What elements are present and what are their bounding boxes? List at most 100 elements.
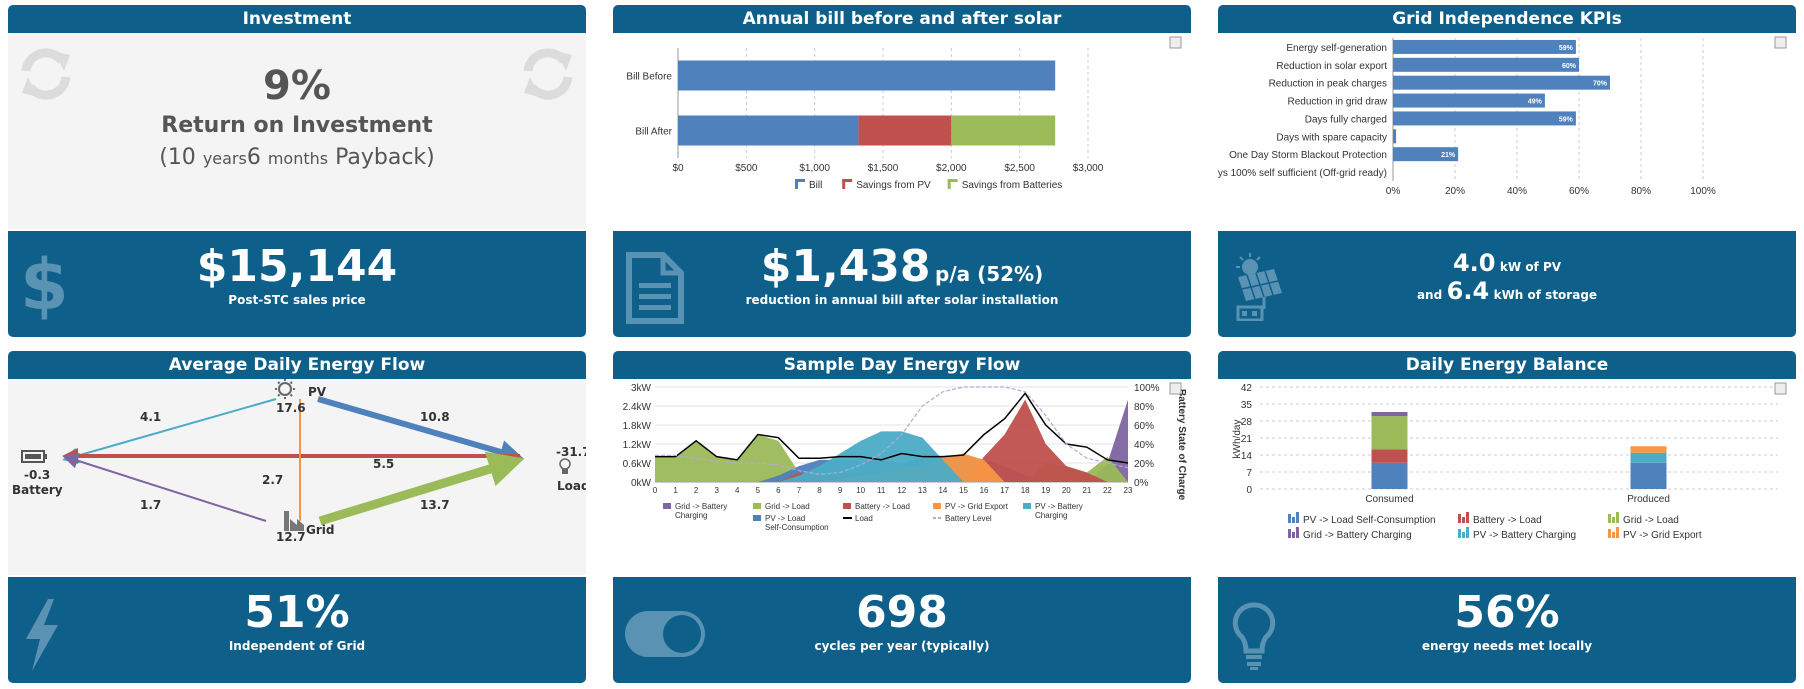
category-label: Produced xyxy=(1627,494,1670,505)
annual-bill-chart-area: $0 $500 $1,000 $1,500 $2,000 $2,500 $3,000 Bill… xyxy=(613,33,1191,229)
legend-label[interactable]: Savings from Batteries xyxy=(962,180,1063,191)
lightning-icon xyxy=(26,599,58,671)
area-series xyxy=(655,399,1128,482)
load-line xyxy=(655,392,1129,464)
x-tick-label: 8 xyxy=(817,486,822,495)
pv-node-value: 17.6 xyxy=(276,401,306,415)
daily-balance-chart: 0 7 14 21 28 35 42 Consumed Produced PV -> Load … xyxy=(1232,382,1787,541)
export-icon[interactable] xyxy=(1774,36,1787,49)
x-tick-label: 23 xyxy=(1124,486,1133,495)
category-label: Bill After xyxy=(635,127,672,138)
flow-grid-battery xyxy=(62,453,267,522)
legend-label[interactable]: PV -> Load Self-Consumption xyxy=(765,514,829,532)
flow-label-pv-load: 10.8 xyxy=(420,410,450,424)
legend-swatch xyxy=(1608,529,1611,538)
legend-label[interactable]: Battery -> Load xyxy=(855,502,910,511)
document-icon xyxy=(626,252,684,324)
x-tick-label: 15 xyxy=(959,486,968,495)
bar-segment xyxy=(1371,449,1408,463)
x-tick-label: 80% xyxy=(1631,186,1651,197)
legend-label[interactable]: Bill xyxy=(809,180,822,191)
sample-day-chart-area: 0kW 0.6kW 1.2kW 1.8kW 2.4kW 3kW 0% 20% 40% 60% 80%… xyxy=(613,379,1191,575)
y-tick-label: 14 xyxy=(1241,451,1253,462)
x-tick-label: 40% xyxy=(1507,186,1527,197)
x-tick-label: 13 xyxy=(918,486,927,495)
independent-label: Independent of Grid xyxy=(228,639,366,653)
grid-kpis-footer: 4.0 kW of PV and 6.4 kWh of storage xyxy=(1218,231,1796,337)
factory-icon xyxy=(284,511,304,531)
y-tick-label: 0.6kW xyxy=(623,459,652,470)
x-tick-label: 20 xyxy=(1062,486,1071,495)
annual-bill-chart: $0 $500 $1,000 $1,500 $2,000 $2,500 $3,000 Bill… xyxy=(626,36,1182,191)
grid-node-label: Grid xyxy=(306,523,335,537)
x-tick-label: 3 xyxy=(714,486,719,495)
legend-label[interactable]: PV -> Grid Export xyxy=(945,502,1009,511)
export-icon[interactable] xyxy=(1774,382,1787,395)
storage-value: 6.4 xyxy=(1446,277,1490,305)
legend-label[interactable]: Savings from PV xyxy=(856,180,931,191)
legend-label[interactable]: Load xyxy=(855,514,873,523)
x-tick-label: 10 xyxy=(856,486,865,495)
bar-segment xyxy=(678,115,859,146)
flow-pv-load xyxy=(317,396,524,464)
area-series xyxy=(655,434,1128,482)
legend-label[interactable]: Battery Level xyxy=(945,514,992,523)
daily-balance-panel: Daily Energy Balance 0 7 14 21 28 35 42 Consume… xyxy=(1218,351,1796,683)
legend-label[interactable]: PV -> Load Self-Consumption xyxy=(1303,515,1436,526)
x-tick-label: 20% xyxy=(1445,186,1465,197)
legend-label[interactable]: Grid -> Load xyxy=(765,502,810,511)
legend-swatch xyxy=(933,503,941,509)
legend-label[interactable]: Grid -> Battery Charging xyxy=(1303,530,1412,541)
independent-value: 51% xyxy=(244,587,350,638)
legend-swatch xyxy=(1612,517,1615,523)
x-tick-label: 21 xyxy=(1082,486,1091,495)
x-tick-label: 0 xyxy=(653,486,658,495)
export-icon[interactable] xyxy=(1169,382,1182,395)
legend-swatch xyxy=(1466,512,1469,523)
legend-swatch xyxy=(1292,532,1295,538)
y2-tick-label: 20% xyxy=(1134,459,1154,470)
legend-swatch xyxy=(1608,514,1611,523)
y-axis-title: kWh/day xyxy=(1232,420,1243,459)
category-label: Bill Before xyxy=(626,72,672,83)
x-tick-label: 4 xyxy=(735,486,740,495)
y-tick-label: 0 xyxy=(1246,485,1252,496)
legend-label[interactable]: Battery -> Load xyxy=(1473,515,1542,526)
grid-kpis-chart: 0% 20% 40% 60% 80% 100% 59% Energy self-generat… xyxy=(1218,36,1787,197)
export-icon[interactable] xyxy=(1169,36,1182,49)
legend-label[interactable]: PV -> Grid Export xyxy=(1623,530,1702,541)
grid-node-value: 12.7 xyxy=(276,530,306,544)
daily-balance-title: Daily Energy Balance xyxy=(1218,351,1796,379)
grid-kpis-panel: Grid Independence KPIs 0% 20% 40% 60% 80% 100… xyxy=(1218,5,1796,337)
x-tick-label: 7 xyxy=(797,486,802,495)
x-tick-label: 17 xyxy=(1000,486,1009,495)
x-tick-label: $3,000 xyxy=(1073,163,1104,174)
y-tick-label: 35 xyxy=(1241,400,1253,411)
dollar-icon: $ xyxy=(20,244,69,326)
y-tick-label: 2.4kW xyxy=(623,402,652,413)
legend-swatch xyxy=(1462,517,1465,523)
x-tick-label: 18 xyxy=(1021,486,1030,495)
sample-day-panel: Sample Day Energy Flow 0kW 0.6kW 1.2kW 1.8k… xyxy=(613,351,1191,683)
bar-segment xyxy=(1630,452,1667,463)
x-tick-label: $1,000 xyxy=(799,163,830,174)
legend-swatch xyxy=(753,503,761,509)
bar-value-label: 21% xyxy=(1441,152,1456,159)
local-label: energy needs met locally xyxy=(1421,639,1593,653)
payback: (10 years6 months Payback) xyxy=(8,145,586,170)
legend-label[interactable]: Grid -> Battery Charging xyxy=(675,502,727,520)
energy-flow-footer: 51% Independent of Grid xyxy=(8,577,586,683)
bar-segment xyxy=(951,115,1056,146)
flow-label-pv-battery: 4.1 xyxy=(140,410,162,424)
legend-label[interactable]: PV -> Battery Charging xyxy=(1035,502,1083,520)
saving-unit: p/a (52%) xyxy=(935,262,1044,286)
legend-label[interactable]: PV -> Battery Charging xyxy=(1473,530,1576,541)
flow-label-battery-load: 5.5 xyxy=(373,457,395,471)
flow-label-pv-grid: 2.7 xyxy=(262,473,284,487)
legend-swatch xyxy=(1458,529,1461,538)
payback-years: 10 xyxy=(167,145,196,170)
legend-label[interactable]: Grid -> Load xyxy=(1623,515,1679,526)
bar-segment xyxy=(858,115,952,146)
pv-node-label: PV xyxy=(308,385,327,399)
legend-swatch xyxy=(842,179,846,189)
